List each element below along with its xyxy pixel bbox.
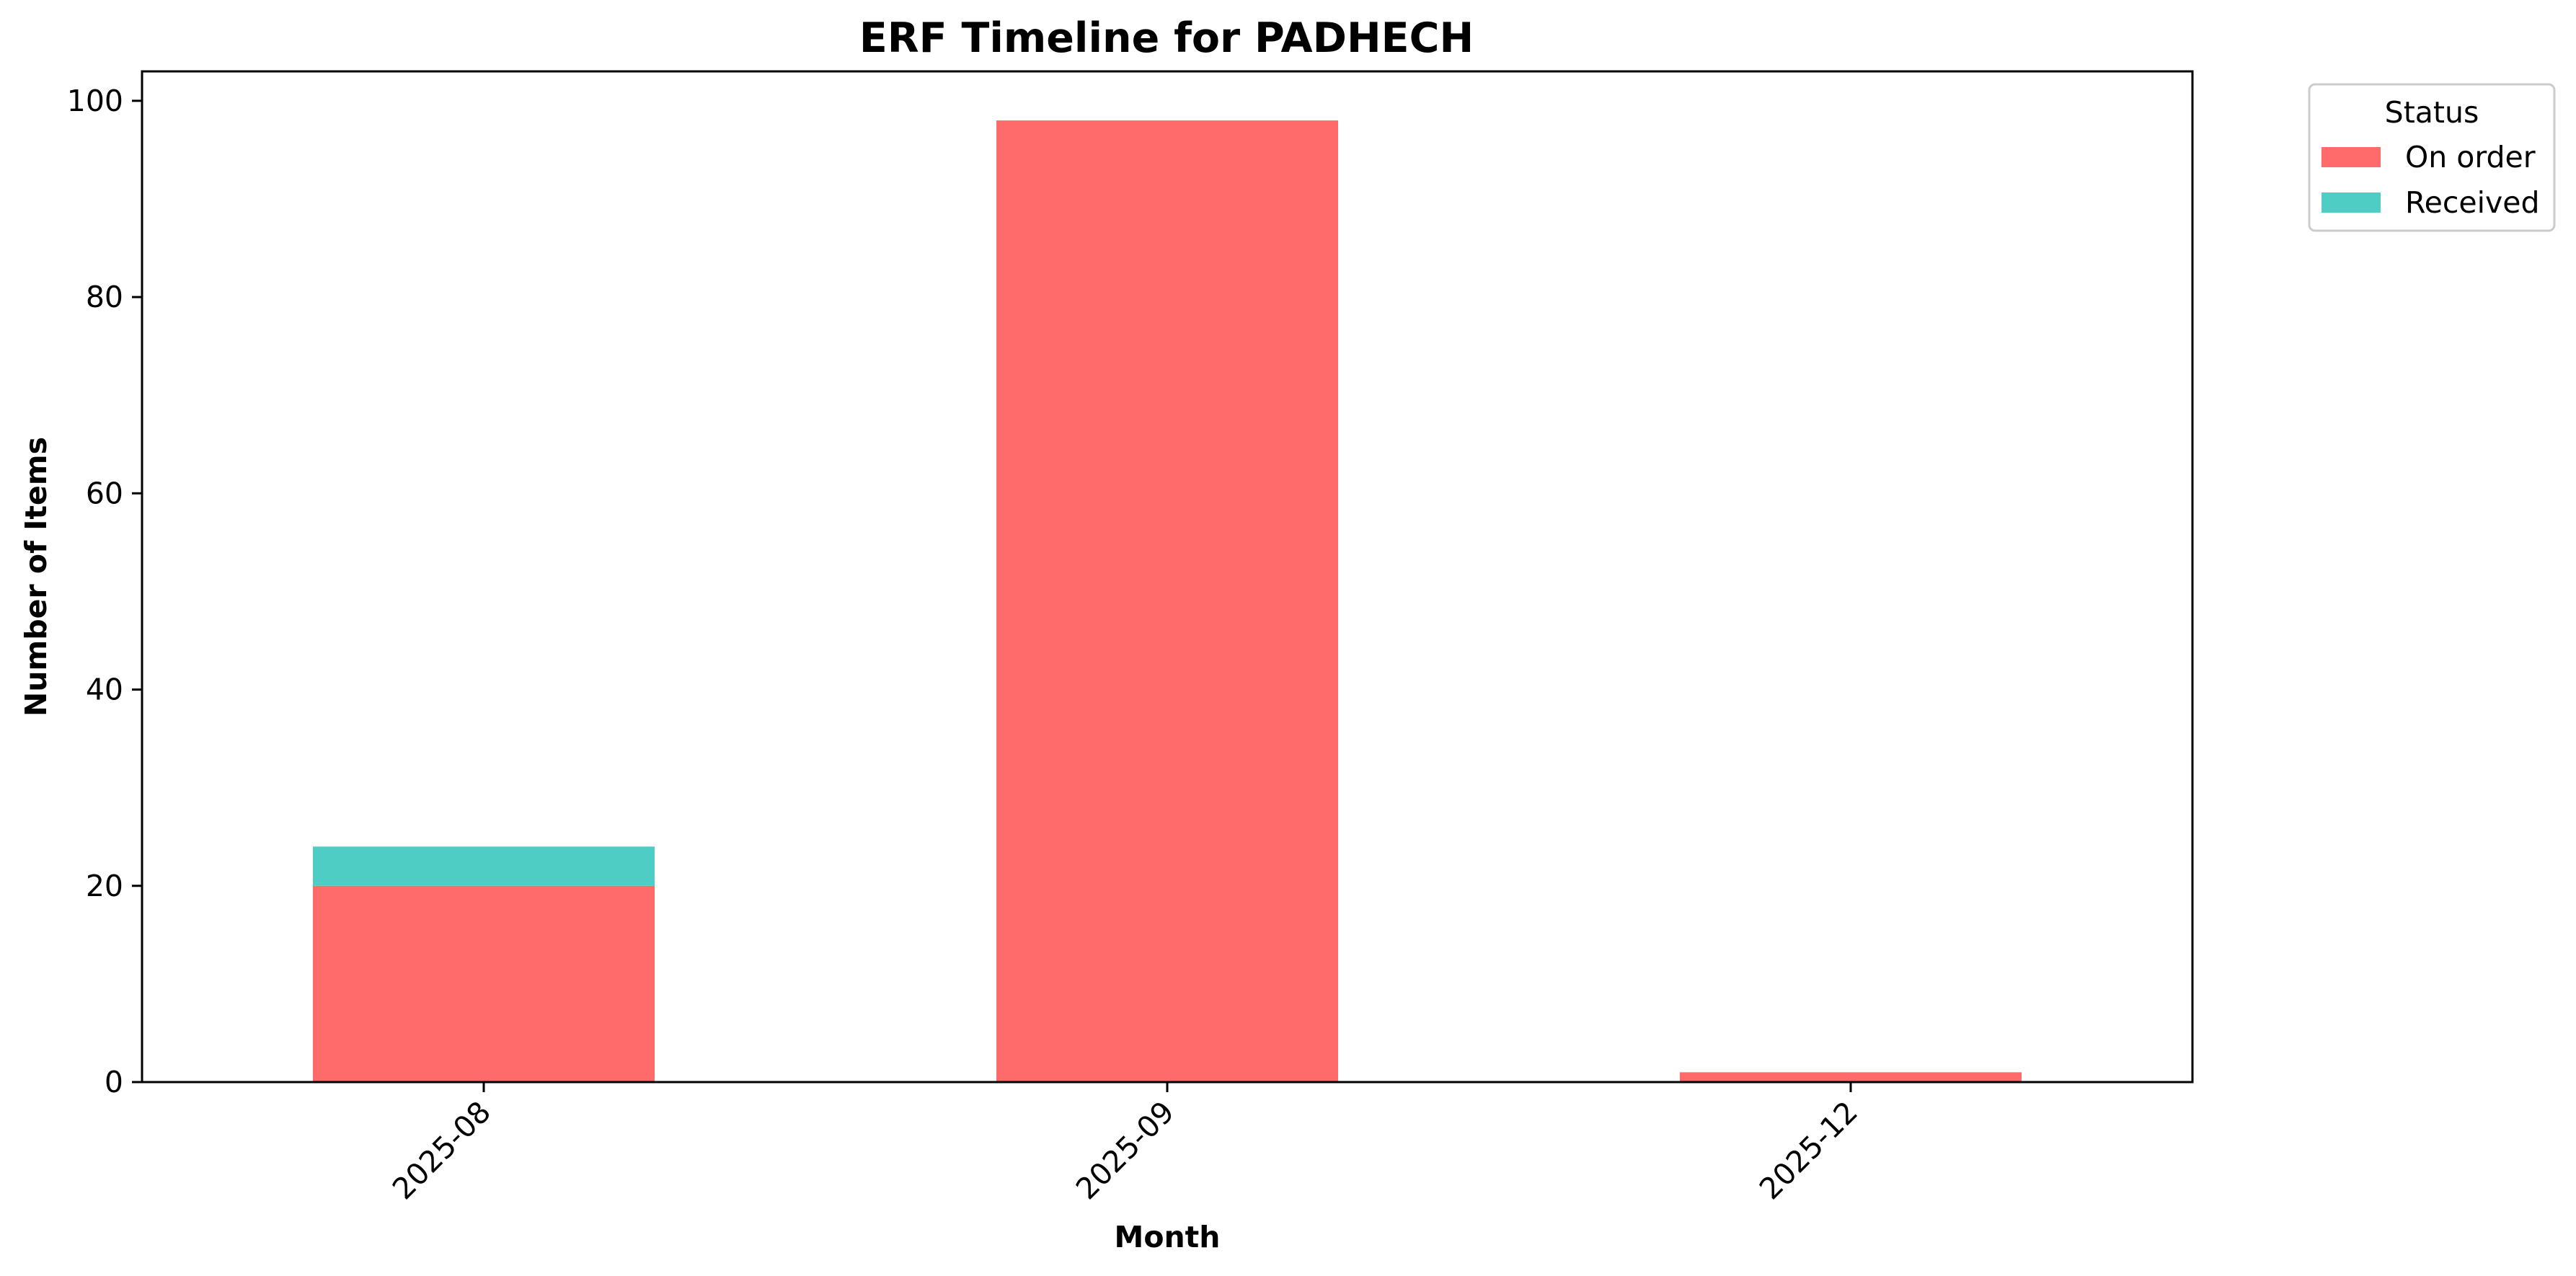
bar-received-2025-08 [313, 846, 655, 886]
legend-items: On order Received [2322, 140, 2540, 220]
legend-label-on-order: On order [2405, 140, 2536, 174]
legend-swatch-received [2322, 192, 2381, 213]
y-tick-label: 100 [67, 84, 123, 118]
y-tick-label: 60 [86, 476, 123, 510]
bars-layer [313, 120, 2022, 1083]
x-tick-label: 2025-12 [1753, 1094, 1864, 1206]
x-axis: 2025-08 2025-09 2025-12 [386, 1082, 1864, 1206]
legend: Status On order Received [2308, 83, 2556, 232]
x-tick-label: 2025-08 [386, 1094, 497, 1206]
legend-title: Status [2385, 95, 2479, 130]
bar-on-order-2025-09 [996, 120, 1338, 1083]
x-tick-label: 2025-09 [1069, 1094, 1181, 1206]
bar-on-order-2025-08 [313, 885, 655, 1082]
y-tick-label: 20 [86, 869, 123, 903]
y-axis: 0 20 40 60 80 100 [67, 84, 142, 1099]
x-axis-label: Month [1115, 1220, 1221, 1254]
legend-swatch-on-order [2322, 147, 2381, 167]
y-tick-label: 0 [105, 1065, 123, 1099]
y-tick-label: 80 [86, 280, 123, 314]
y-axis-label: Number of Items [19, 437, 53, 717]
legend-label-received: Received [2405, 185, 2540, 220]
y-tick-label: 40 [86, 673, 123, 707]
chart-title: ERF Timeline for PADHECH [859, 14, 1474, 62]
bar-on-order-2025-12 [1680, 1072, 2022, 1082]
